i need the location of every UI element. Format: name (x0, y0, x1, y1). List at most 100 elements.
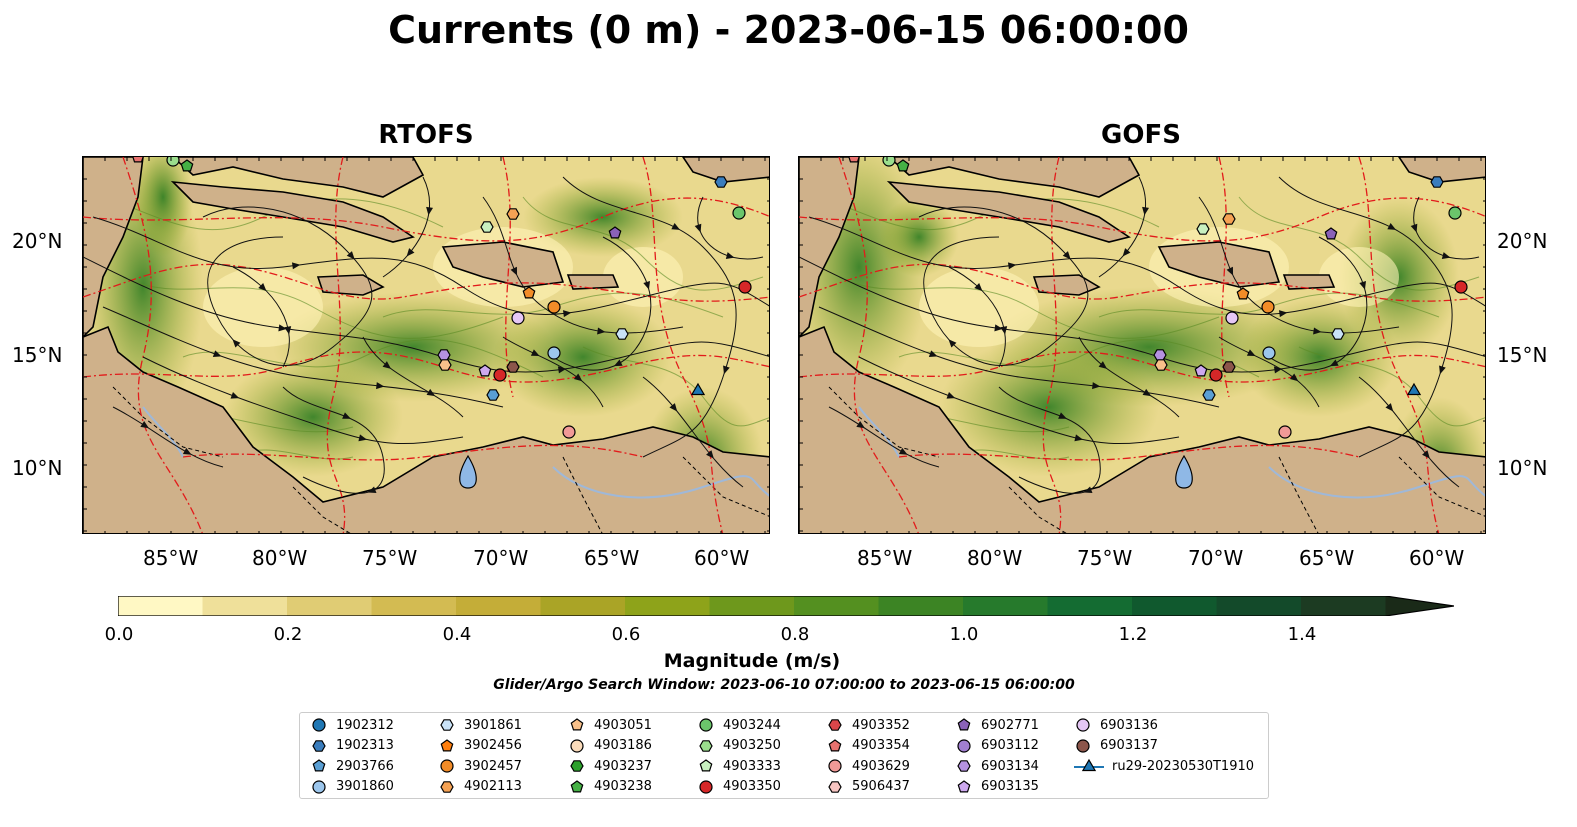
streamline-arrow (212, 350, 222, 357)
colorbar-segment (625, 596, 710, 616)
lake (459, 454, 477, 489)
streamline-arrow (1142, 388, 1152, 397)
streamline-arrow (1074, 434, 1084, 442)
streamline-arrow (426, 388, 436, 397)
streamline-arrow (1007, 262, 1017, 270)
streamline-arrow (1226, 266, 1234, 276)
magnitude-contour (102, 196, 444, 231)
glider-marker (1406, 382, 1422, 396)
streamline-arrow (669, 403, 678, 412)
streamline-arrow (140, 420, 149, 429)
legend-marker-icon (957, 760, 971, 772)
current-jet-region (523, 177, 683, 257)
argo-float-marker (480, 221, 494, 233)
land-mass (1282, 274, 1336, 290)
legend-label: 1902312 (336, 717, 394, 733)
current-map-rtofs (83, 157, 769, 533)
argo-float-marker (1236, 287, 1250, 300)
legend-marker-icon (312, 739, 326, 752)
lon-tick-label: 75°W (362, 546, 418, 570)
slow-current-region (603, 247, 683, 307)
legend-circle-icon (699, 779, 713, 794)
streamline-arrow (510, 266, 518, 276)
panel-title-gofs: GOFS (1101, 120, 1181, 150)
colorbar-segment (1047, 596, 1133, 616)
land-mass (682, 157, 769, 183)
map-panel-gofs[interactable] (798, 156, 1486, 534)
legend-label: 3901861 (464, 717, 522, 733)
streamline-arrow (426, 206, 434, 216)
country-border (292, 486, 351, 533)
streamline-arrow (643, 280, 651, 290)
lon-tick-label: 70°W (473, 546, 529, 570)
colorbar-segment (540, 596, 626, 616)
streamline (1098, 176, 1146, 278)
streamline (562, 176, 737, 458)
legend-marker-icon (1076, 718, 1090, 732)
argo-float-marker (438, 359, 452, 371)
eez-boundary (799, 197, 1485, 242)
argo-float-marker (478, 364, 492, 377)
argo-float-marker (1222, 213, 1236, 225)
streamline-arrow (406, 248, 415, 257)
legend-marker-icon (828, 719, 842, 731)
streamline-arrow (1313, 327, 1322, 335)
argo-float-marker (738, 280, 752, 294)
legend-marker-icon (570, 718, 584, 731)
colorbar-segment (1216, 596, 1302, 616)
slow-current-region (1319, 247, 1399, 307)
argo-float-marker (1153, 349, 1167, 361)
streamline-arrow (346, 251, 355, 260)
streamline (697, 196, 764, 260)
legend-pentagon-icon (312, 759, 326, 772)
streamline (102, 306, 504, 408)
streamline-arrow (1289, 373, 1299, 382)
streamline-arrow (694, 223, 702, 233)
streamline-arrow (573, 373, 583, 382)
argo-float-marker (511, 311, 525, 325)
legend-marker-icon (1076, 738, 1090, 753)
legend-item: 1902313 (310, 736, 394, 756)
legend-circle-icon (699, 718, 713, 732)
streamline (232, 266, 290, 368)
legend-circle-icon (312, 779, 326, 794)
slow-current-region (203, 267, 323, 347)
legend-marker-icon (570, 738, 584, 753)
map-panel-rtofs[interactable] (82, 156, 770, 534)
streamline-arrow (1062, 251, 1071, 260)
streamline-arrow (230, 392, 240, 399)
streamline-arrow (530, 349, 540, 357)
streamline (382, 176, 430, 278)
legend-item: 1902312 (310, 715, 394, 735)
legend-hexagon-icon (312, 739, 326, 752)
streamline-arrow (994, 324, 1003, 332)
country-border (112, 386, 224, 458)
streamline (112, 406, 224, 468)
legend-marker-icon (1074, 758, 1104, 772)
streamline-arrow (597, 327, 606, 335)
land-mass (886, 180, 1131, 243)
legend-label: 4903352 (852, 717, 910, 733)
colorbar-tick-label: 0.6 (611, 624, 641, 645)
legend-marker-icon (312, 779, 326, 794)
streamline-arrow (1083, 486, 1093, 494)
streamline-arrow (284, 326, 292, 335)
streamline (808, 216, 1485, 315)
land-mass (83, 157, 144, 339)
legend-marker-icon (312, 718, 326, 732)
streamline (282, 386, 385, 494)
colorbar (117, 595, 1455, 620)
legend-circle-icon (1076, 738, 1090, 753)
legend-label: 6903137 (1100, 738, 1158, 753)
lake (1175, 454, 1193, 489)
streamline-arrow (671, 223, 681, 230)
colorbar-segment (287, 596, 372, 616)
argo-float-marker (1196, 223, 1210, 235)
legend-item: 4903354 (826, 736, 910, 756)
legend-hexagon-icon (699, 739, 713, 752)
legend-hexagon-icon (570, 760, 584, 772)
streamline-arrow (1422, 450, 1430, 459)
streamline-arrow (1329, 359, 1339, 367)
legend-label: 4903333 (723, 758, 781, 774)
country-border (1008, 486, 1067, 533)
